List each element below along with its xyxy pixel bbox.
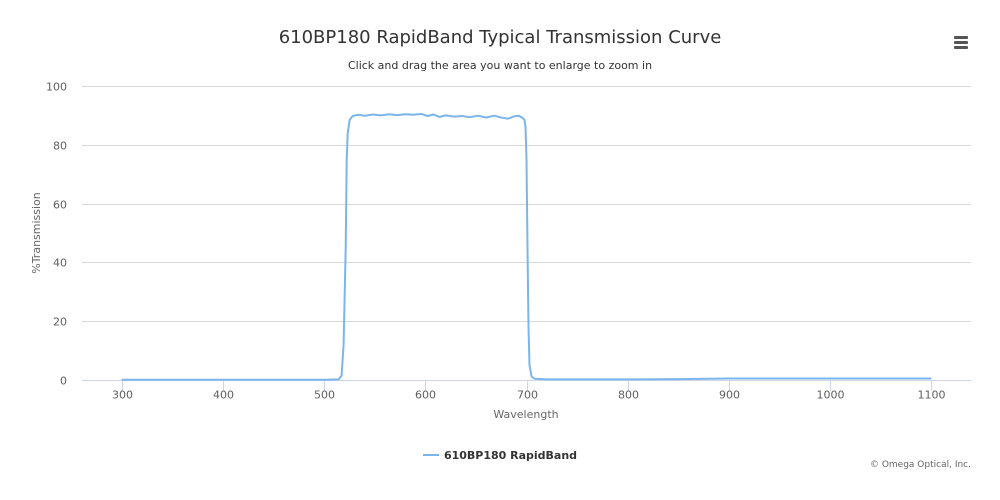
chart-title: 610BP180 RapidBand Typical Transmission … [278,27,722,48]
axes: 0 20 40 60 80 100 300 400 500 600 700 800 900 1000 110… [46,81,971,402]
y-tick-label: 20 [53,316,67,329]
y-axis-title: %Transmission [30,192,43,274]
series-layer [121,112,932,381]
x-tick-label: 800 [618,389,639,402]
hamburger-icon-bar-bottom [954,46,968,49]
y-tick-label: 0 [60,375,67,388]
hamburger-icon-bar-top [954,36,968,39]
context-menu-button[interactable] [948,30,974,54]
x-tick-label: 1100 [918,389,946,402]
x-tick-label: 1000 [817,389,845,402]
y-tick-label: 40 [53,257,67,270]
legend: 610BP180 RapidBand [0,446,1000,462]
y-tick-label: 80 [53,140,67,153]
y-tick-label: 60 [53,199,67,212]
hamburger-icon-bar-middle [954,41,968,44]
x-axis-title: Wavelength [493,408,558,421]
x-tick-label: 500 [314,389,335,402]
x-tick-label: 600 [415,389,436,402]
x-tick-label: 700 [517,389,538,402]
x-tick-label: 400 [213,389,234,402]
grid-lines [82,86,971,322]
credits-link[interactable]: © Omega Optical, Inc. [869,460,971,470]
chart-subtitle: Click and drag the area you want to enla… [347,59,653,72]
legend-item-series[interactable]: 610BP180 RapidBand [422,448,578,462]
legend-series-label: 610BP180 RapidBand [443,448,578,462]
legend-line-swatch [422,454,439,456]
y-tick-label: 100 [46,81,67,94]
x-tick-label: 300 [112,389,133,402]
x-tick-label: 900 [719,389,740,402]
series-line-0[interactable] [121,112,932,381]
